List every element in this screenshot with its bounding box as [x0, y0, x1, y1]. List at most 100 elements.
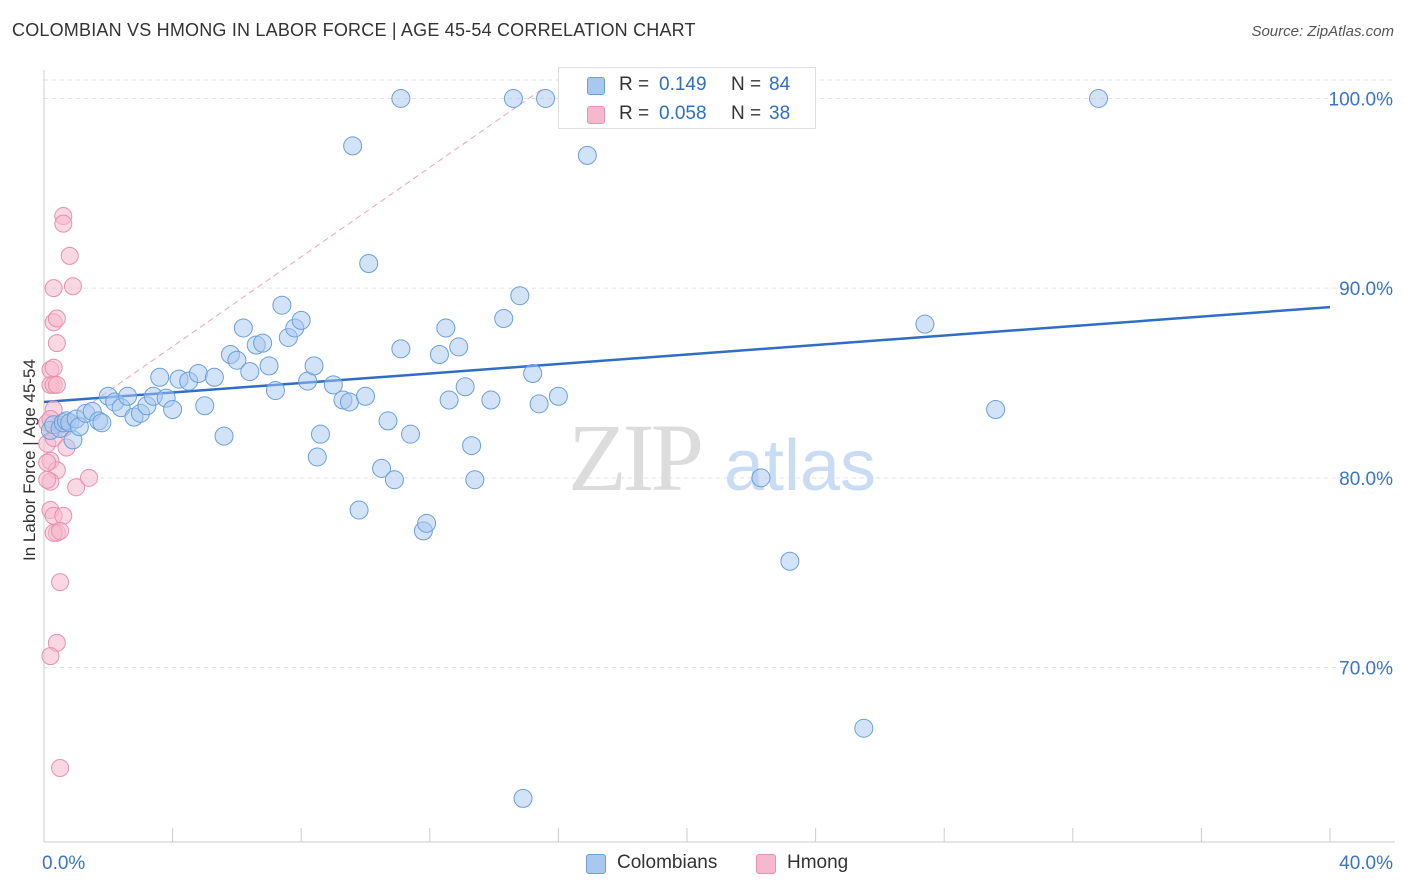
hmong-point: [63, 277, 82, 296]
colombian-point: [150, 367, 170, 387]
colombian-point: [391, 88, 411, 108]
colombian-points: [40, 88, 1109, 808]
colombian-point: [548, 386, 568, 406]
x-tick-label: 0.0%: [42, 853, 85, 874]
watermark-atlas: atlas: [724, 426, 876, 506]
colombian-point: [455, 377, 475, 397]
legend-row-colombians: R = 0.149 N = 84: [559, 70, 815, 100]
colombian-point: [272, 295, 292, 315]
colombian-point: [577, 145, 597, 165]
source-label: Source: ZipAtlas.com: [1251, 23, 1394, 40]
colombian-point: [253, 333, 273, 353]
legend-row-hmong: R = 0.058 N = 38: [559, 99, 815, 129]
legend-label: Colombians: [617, 852, 718, 873]
colombian-point: [503, 88, 523, 108]
hmong-point: [54, 506, 73, 525]
colombian-point: [510, 286, 530, 306]
colombian-point: [1089, 88, 1109, 108]
r-label: R =: [619, 74, 650, 95]
colombians-swatch: [586, 854, 606, 874]
hmong-trend-extension: [43, 88, 543, 437]
hmong-points: [38, 207, 99, 778]
colombian-point: [233, 318, 253, 338]
trend-lines: [43, 88, 1331, 438]
colombian-point: [195, 396, 215, 416]
colombian-point: [751, 468, 771, 488]
colombians-swatch: [587, 77, 605, 95]
colombian-point: [780, 551, 800, 571]
y-tick-label: 100.0%: [1329, 89, 1394, 110]
colombian-point: [188, 363, 208, 383]
colombian-point: [536, 88, 556, 108]
r-value: 0.149: [659, 74, 707, 95]
colombian-point: [417, 513, 437, 533]
n-value: 38: [769, 103, 791, 124]
colombian-point: [291, 310, 311, 330]
hmong-swatch: [587, 106, 605, 124]
colombian-point: [339, 392, 359, 412]
hmong-point: [38, 470, 57, 489]
watermark: ZIP atlas: [568, 404, 876, 511]
colombian-point: [391, 339, 411, 359]
n-label: N =: [731, 103, 762, 124]
colombian-point: [372, 458, 392, 478]
colombian-point: [439, 390, 459, 410]
tick-labels: 100.0% 90.0% 80.0% 70.0% 0.0% 40.0%: [42, 89, 1393, 874]
colombian-point: [523, 363, 543, 383]
colombian-point: [854, 718, 874, 738]
hmong-point: [51, 521, 70, 540]
colombian-point: [359, 253, 379, 273]
colombian-point: [356, 386, 375, 406]
axes: [43, 70, 1395, 843]
hmong-point: [67, 478, 86, 497]
colombian-point: [436, 318, 456, 338]
hmong-point: [44, 358, 63, 377]
colombian-point: [227, 350, 247, 370]
colombian-point: [449, 337, 469, 357]
colombian-point: [401, 424, 421, 444]
colombian-point: [465, 470, 485, 490]
colombian-point: [240, 362, 260, 382]
colombian-point: [986, 400, 1006, 420]
colombian-point: [915, 314, 935, 334]
chart-title: COLOMBIAN VS HMONG IN LABOR FORCE | AGE …: [12, 20, 696, 40]
colombian-point: [343, 136, 363, 156]
colombian-point: [214, 426, 234, 446]
hmong-swatch: [756, 854, 776, 874]
hmong-point: [47, 334, 66, 353]
colombian-point: [529, 394, 549, 414]
hmong-point: [51, 759, 70, 778]
y-tick-label: 90.0%: [1339, 279, 1393, 300]
n-value: 84: [769, 74, 791, 95]
hmong-point: [60, 246, 79, 265]
y-tick-label: 80.0%: [1339, 469, 1393, 490]
n-label: N =: [731, 74, 762, 95]
colombian-point: [481, 390, 501, 410]
hmong-point: [54, 214, 73, 233]
legend-label: Hmong: [787, 852, 849, 873]
r-value: 0.058: [659, 103, 707, 124]
colombian-point: [118, 386, 138, 406]
r-label: R =: [619, 103, 650, 124]
y-tick-label: 70.0%: [1339, 658, 1393, 679]
correlation-legend: R = 0.149 N = 84 R = 0.058 N = 38: [558, 67, 816, 129]
colombian-point: [513, 788, 533, 808]
colombian-point: [494, 308, 514, 328]
hmong-point: [47, 309, 66, 328]
colombian-point: [310, 424, 330, 444]
watermark-zip: ZIP: [568, 404, 701, 511]
colombian-point: [307, 447, 327, 467]
colombian-point: [384, 470, 404, 490]
colombian-point: [462, 436, 482, 456]
hmong-point: [51, 573, 70, 592]
colombian-point: [304, 356, 324, 376]
colombian-point: [204, 367, 224, 387]
hmong-point: [44, 279, 63, 298]
hmong-point: [80, 468, 99, 487]
colombians-trend-line: [43, 305, 1331, 404]
colombian-point: [429, 345, 449, 365]
colombian-point: [265, 381, 285, 401]
hmong-point: [41, 647, 60, 666]
colombian-point: [259, 356, 279, 376]
